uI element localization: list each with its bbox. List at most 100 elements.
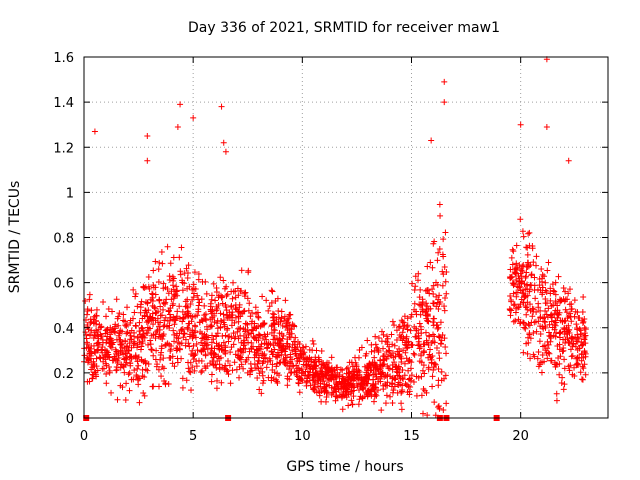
data-point [533,253,540,260]
data-point [317,377,324,384]
data-point [87,316,94,323]
data-point [236,301,243,308]
data-point [345,391,352,398]
data-point [208,322,215,329]
data-point [217,310,224,317]
data-point [182,342,189,349]
data-point [224,367,231,374]
data-point [506,307,513,314]
data-point [344,386,351,393]
data-point [263,364,270,371]
data-point [234,308,241,315]
data-point [222,344,229,351]
data-point [142,360,149,367]
data-point-outlier [517,121,524,128]
data-point [542,295,549,302]
data-point [96,354,103,361]
data-point [249,309,256,316]
data-point [277,343,284,350]
data-point [509,246,516,253]
data-point [110,326,117,333]
data-point [385,347,392,354]
data-point [160,365,167,372]
data-point [254,374,261,381]
data-point [552,279,559,286]
data-point [186,343,193,350]
data-point [536,275,543,282]
data-point [572,308,579,315]
data-point [394,366,401,373]
data-point [380,345,387,352]
data-point [560,345,567,352]
data-point [346,381,353,388]
data-point [170,327,177,334]
data-point [323,393,330,400]
data-point [195,271,202,278]
data-point [579,376,586,383]
data-point [271,332,278,339]
data-point [127,332,134,339]
data-point [94,347,101,354]
data-point [210,280,217,287]
data-point [582,371,589,378]
data-point [573,361,580,368]
data-point [100,298,107,305]
data-point [108,389,115,396]
data-point [412,283,419,290]
data-point [164,317,171,324]
data-point [391,383,398,390]
data-point [178,244,185,251]
data-point [92,369,99,376]
data-point-outlier [565,157,572,164]
data-point [116,328,123,335]
data-point [393,336,400,343]
data-point [403,342,410,349]
data-point [89,375,96,382]
data-point [415,342,422,349]
data-point [339,406,346,413]
data-point [188,387,195,394]
data-point-outlier [218,103,225,110]
data-point [558,297,565,304]
data-point [324,390,331,397]
data-point [382,400,389,407]
data-point [380,382,387,389]
data-point [125,347,132,354]
data-point [167,260,174,267]
data-point [371,398,378,405]
data-point [248,330,255,337]
data-point-outlier [441,78,448,85]
data-point [577,369,584,376]
data-point [431,399,438,406]
data-point [331,383,338,390]
data-point [571,297,578,304]
data-point [177,271,184,278]
data-point [274,349,281,356]
data-point [311,363,318,370]
data-point [567,362,574,369]
data-point [547,333,554,340]
data-point [138,343,145,350]
data-point [330,376,337,383]
data-point [391,322,398,329]
data-point [522,303,529,310]
data-point [551,321,558,328]
data-point [84,354,91,361]
data-point [166,325,173,332]
data-point [130,342,137,349]
data-point [180,334,187,341]
data-point [409,280,416,287]
data-point [399,375,406,382]
data-point [158,345,165,352]
data-point [282,297,289,304]
data-point [153,347,160,354]
data-point [246,300,253,307]
data-point [219,300,226,307]
data-point [316,389,323,396]
data-point [122,355,129,362]
data-point [569,371,576,378]
data-point [339,393,346,400]
data-point [120,363,127,370]
data-point [415,374,422,381]
data-point [393,327,400,334]
